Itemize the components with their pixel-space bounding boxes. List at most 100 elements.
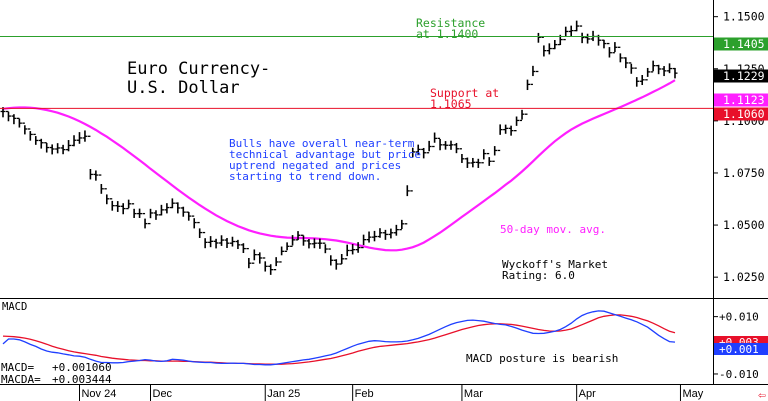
price-bar	[612, 42, 618, 54]
price-bar	[224, 237, 230, 248]
price-bar	[530, 65, 536, 86]
price-bar	[169, 198, 175, 209]
price-bar	[432, 132, 438, 148]
price-bar	[585, 33, 591, 44]
x-tick-label: Apr	[579, 388, 596, 400]
price-bar	[126, 199, 132, 210]
price-bar	[333, 259, 339, 270]
price-bar	[497, 124, 503, 152]
commentary-line-1: Bulls have overall near-term	[229, 137, 415, 150]
price-bar	[235, 239, 241, 250]
price-bar	[470, 157, 476, 168]
left-arrow-icon[interactable]: ⇦	[758, 388, 766, 401]
price-bar	[202, 231, 208, 249]
price-bar	[399, 219, 405, 231]
price-bar	[339, 254, 345, 265]
price-bars	[0, 20, 678, 275]
macd-tick-label: -0.010	[719, 368, 759, 381]
price-bar	[514, 116, 520, 132]
x-tick-label: Jan 25	[267, 388, 300, 400]
macd-tags: +0.003+0.001	[714, 336, 768, 356]
price-tag-box	[714, 37, 768, 51]
rating-line-1: Wyckoff's Market	[502, 258, 608, 271]
price-bar	[246, 247, 252, 269]
price-bar	[344, 244, 350, 260]
price-bar	[219, 235, 225, 246]
rating-line-2: Rating: 6.0	[502, 269, 575, 282]
price-bar	[322, 242, 328, 254]
price-bar	[574, 20, 580, 32]
price-bar	[541, 36, 547, 57]
price-bar	[453, 142, 459, 154]
x-axis: Nov 24 Dec Jan 25 Feb Mar Apr May	[0, 384, 768, 401]
price-bar	[82, 130, 88, 142]
price-bar	[421, 147, 427, 159]
moving-average-layer	[2, 79, 676, 252]
x-tick-label: Feb	[355, 388, 374, 400]
macd-tag-label: +0.001	[719, 343, 759, 356]
price-tag-box	[714, 69, 768, 83]
macd-readout-value: +0.001060	[52, 361, 112, 374]
price-bar	[437, 137, 443, 151]
price-bar	[158, 204, 164, 216]
price-bar	[306, 239, 312, 249]
horizontal-levels	[0, 35, 713, 109]
price-tag-box	[714, 107, 768, 121]
macd-lines	[2, 310, 676, 366]
commentary-line-3: uptrend negated and prices	[229, 159, 401, 172]
price-bar	[180, 206, 186, 217]
moving-average-label: 50-day mov. avg.	[500, 223, 606, 236]
price-bar	[410, 147, 416, 192]
price-tick-label: 1.0250	[723, 270, 765, 284]
macda-readout-label: MACDA=	[1, 373, 41, 386]
price-bar	[377, 228, 383, 238]
price-tag-label: 1.1405	[723, 37, 765, 51]
price-bar	[519, 109, 525, 122]
price-tick-label: 1.0750	[723, 166, 765, 180]
price-tag-label: 1.1229	[723, 69, 765, 83]
chart-title-line-2: U.S. Dollar	[127, 78, 240, 98]
price-bar	[552, 40, 558, 50]
price-bar	[257, 252, 263, 264]
price-bar	[213, 238, 219, 249]
price-bar	[464, 157, 470, 168]
support-label-line-2: 1.1065	[430, 97, 472, 111]
price-bar	[262, 257, 268, 272]
price-tag-label: 1.1060	[723, 107, 765, 121]
price-bar	[606, 42, 612, 58]
price-bar	[186, 211, 192, 221]
commentary-line-4: starting to trend down.	[229, 170, 381, 183]
price-bar	[137, 208, 143, 218]
chart-title-line-1: Euro Currency-	[127, 59, 270, 79]
price-bar	[623, 57, 629, 69]
price-bar	[667, 63, 673, 74]
price-bar	[55, 143, 61, 154]
price-bar	[475, 158, 481, 168]
macd-readout-label: MACD=	[1, 361, 34, 374]
price-bar	[60, 144, 66, 155]
price-bar	[11, 114, 17, 125]
price-bar	[350, 244, 356, 255]
price-bar	[443, 141, 449, 150]
price-bar	[508, 125, 514, 136]
price-bar	[279, 246, 285, 263]
price-bar	[426, 140, 432, 154]
price-bar	[481, 149, 487, 164]
price-bar	[251, 249, 257, 264]
price-bar	[16, 117, 22, 128]
price-bar	[459, 148, 465, 163]
price-bar	[115, 201, 121, 212]
macd-axis: +0.010 -0.010	[713, 299, 759, 384]
price-bar	[328, 248, 334, 266]
resistance-label-line-1: Resistance	[416, 16, 485, 30]
price-bar	[568, 25, 574, 37]
price-bar	[492, 146, 498, 162]
price-bar	[131, 203, 137, 218]
price-tick-label: 1.1500	[723, 10, 765, 24]
price-bar	[563, 26, 569, 41]
price-bar	[361, 234, 367, 249]
price-bar	[372, 230, 378, 242]
x-tick-label: Nov 24	[81, 388, 116, 400]
price-bar	[535, 32, 541, 73]
